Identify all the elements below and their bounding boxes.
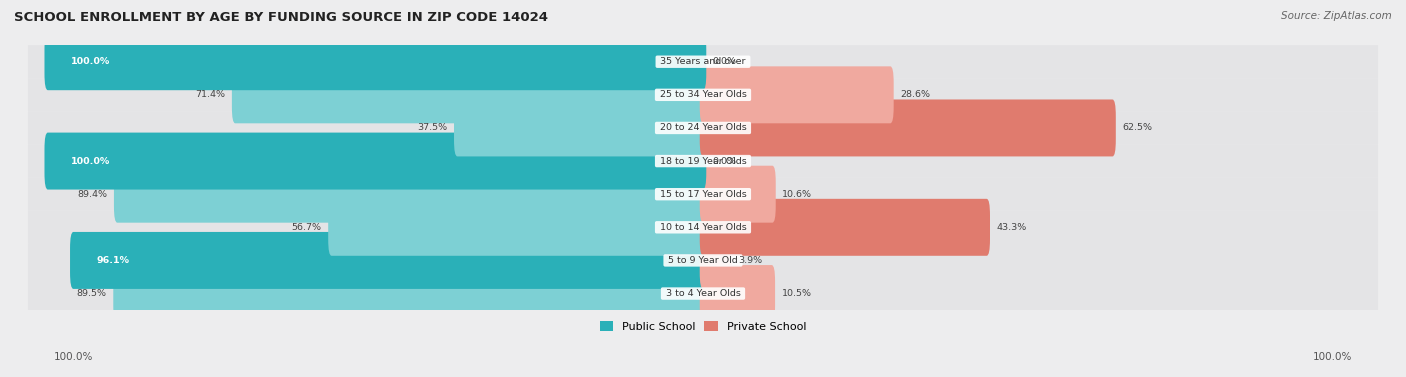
Text: 5 to 9 Year Old: 5 to 9 Year Old bbox=[665, 256, 741, 265]
FancyBboxPatch shape bbox=[700, 265, 775, 322]
FancyBboxPatch shape bbox=[28, 178, 1378, 211]
FancyBboxPatch shape bbox=[28, 244, 1378, 277]
Text: Source: ZipAtlas.com: Source: ZipAtlas.com bbox=[1281, 11, 1392, 21]
Text: 89.5%: 89.5% bbox=[77, 289, 107, 298]
FancyBboxPatch shape bbox=[28, 111, 1378, 144]
Text: 100.0%: 100.0% bbox=[70, 57, 110, 66]
Text: 10.6%: 10.6% bbox=[782, 190, 813, 199]
Text: 35 Years and over: 35 Years and over bbox=[657, 57, 749, 66]
Text: SCHOOL ENROLLMENT BY AGE BY FUNDING SOURCE IN ZIP CODE 14024: SCHOOL ENROLLMENT BY AGE BY FUNDING SOUR… bbox=[14, 11, 548, 24]
Text: 89.4%: 89.4% bbox=[77, 190, 107, 199]
FancyBboxPatch shape bbox=[28, 144, 1378, 178]
Text: 18 to 19 Year Olds: 18 to 19 Year Olds bbox=[657, 156, 749, 166]
FancyBboxPatch shape bbox=[45, 133, 706, 190]
FancyBboxPatch shape bbox=[454, 100, 706, 156]
FancyBboxPatch shape bbox=[28, 211, 1378, 244]
Text: 15 to 17 Year Olds: 15 to 17 Year Olds bbox=[657, 190, 749, 199]
FancyBboxPatch shape bbox=[232, 66, 706, 123]
FancyBboxPatch shape bbox=[114, 265, 706, 322]
FancyBboxPatch shape bbox=[28, 45, 1378, 78]
FancyBboxPatch shape bbox=[70, 232, 706, 289]
Legend: Public School, Private School: Public School, Private School bbox=[595, 317, 811, 336]
FancyBboxPatch shape bbox=[28, 78, 1378, 111]
Text: 100.0%: 100.0% bbox=[70, 156, 110, 166]
Text: 25 to 34 Year Olds: 25 to 34 Year Olds bbox=[657, 90, 749, 99]
FancyBboxPatch shape bbox=[700, 66, 894, 123]
FancyBboxPatch shape bbox=[700, 166, 776, 223]
Text: 96.1%: 96.1% bbox=[96, 256, 129, 265]
Text: 100.0%: 100.0% bbox=[53, 352, 93, 362]
Text: 0.0%: 0.0% bbox=[713, 57, 737, 66]
Text: 0.0%: 0.0% bbox=[713, 156, 737, 166]
FancyBboxPatch shape bbox=[45, 33, 706, 90]
Text: 3.9%: 3.9% bbox=[738, 256, 762, 265]
FancyBboxPatch shape bbox=[700, 100, 1116, 156]
Text: 43.3%: 43.3% bbox=[997, 223, 1026, 232]
FancyBboxPatch shape bbox=[114, 166, 706, 223]
FancyBboxPatch shape bbox=[700, 232, 733, 289]
FancyBboxPatch shape bbox=[28, 277, 1378, 310]
Text: 56.7%: 56.7% bbox=[291, 223, 322, 232]
Text: 10 to 14 Year Olds: 10 to 14 Year Olds bbox=[657, 223, 749, 232]
Text: 71.4%: 71.4% bbox=[195, 90, 225, 99]
FancyBboxPatch shape bbox=[328, 199, 706, 256]
Text: 62.5%: 62.5% bbox=[1122, 123, 1153, 132]
Text: 100.0%: 100.0% bbox=[1313, 352, 1353, 362]
Text: 20 to 24 Year Olds: 20 to 24 Year Olds bbox=[657, 123, 749, 132]
Text: 3 to 4 Year Olds: 3 to 4 Year Olds bbox=[662, 289, 744, 298]
FancyBboxPatch shape bbox=[700, 199, 990, 256]
Text: 28.6%: 28.6% bbox=[900, 90, 931, 99]
Text: 37.5%: 37.5% bbox=[418, 123, 447, 132]
Text: 10.5%: 10.5% bbox=[782, 289, 811, 298]
